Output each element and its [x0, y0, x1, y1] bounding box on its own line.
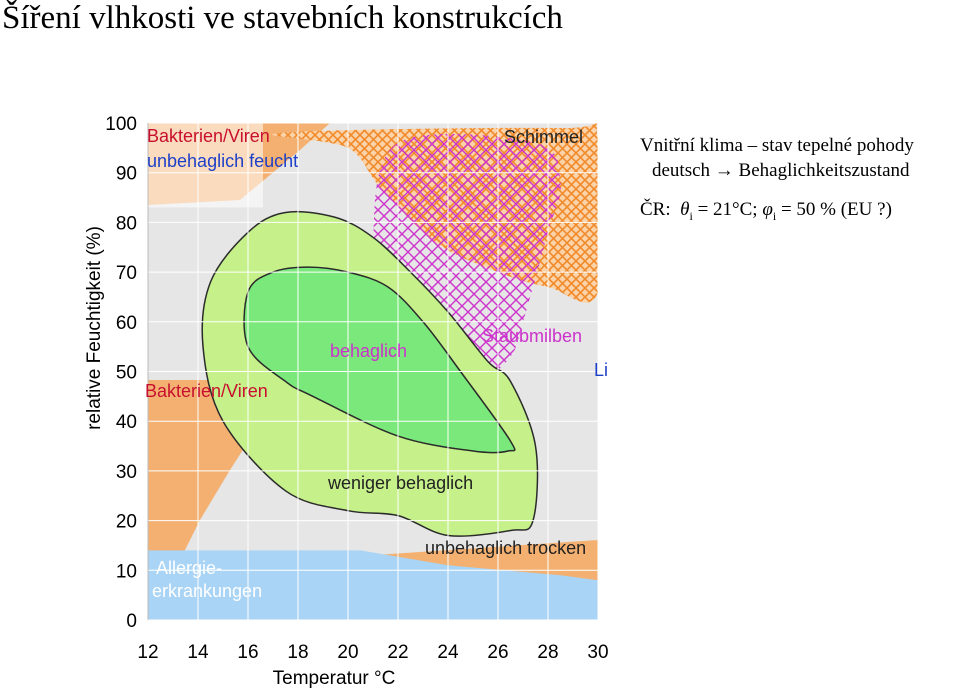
theta-value: = 21°C;	[692, 199, 763, 220]
phi-subscript: i	[772, 208, 777, 223]
x-tick-label: 14	[187, 642, 209, 663]
note-line-3: ČR: θi = 21°C; φi = 50 % (EU ?)	[640, 197, 914, 229]
y-tick-label: 90	[116, 164, 137, 185]
page-title: Šíření vlhkosti ve stavebních konstrukcí…	[2, 0, 563, 36]
y-tick-label: 100	[105, 114, 137, 135]
x-tick-label: 12	[137, 642, 158, 663]
x-tick-label: 30	[587, 642, 608, 663]
annotation-unbehaglich-trocken: unbehaglich trocken	[425, 538, 586, 558]
x-tick-label: 18	[287, 642, 308, 663]
y-tick-label: 70	[116, 263, 137, 284]
annotation-erkrankungen: erkrankungen	[152, 581, 262, 601]
arrow-icon: →	[714, 160, 734, 181]
x-tick-label: 16	[237, 642, 258, 663]
zone-behaglich	[243, 266, 516, 454]
phi-symbol: φ	[762, 199, 773, 220]
note-line-3-prefix: ČR:	[640, 199, 671, 220]
y-tick-label: 10	[116, 561, 137, 582]
x-tick-label: 24	[437, 642, 459, 663]
y-tick-label: 30	[116, 462, 137, 483]
theta-subscript: i	[689, 208, 693, 223]
x-tick-label: 28	[537, 642, 558, 663]
annotation-weniger-behaglich: weniger behaglich	[327, 473, 473, 493]
annotation-staubmilben: Staubmilben	[482, 326, 582, 346]
y-tick-label: 80	[116, 213, 137, 234]
annotation-bakterien-viren-left: Bakterien/Viren	[145, 381, 268, 401]
annotation-li: Li	[594, 360, 608, 380]
y-tick-label: 20	[116, 512, 137, 533]
note-line-2-prefix: deutsch	[652, 160, 711, 181]
grid-lines	[147, 122, 599, 626]
annotation-bakterien-viren-top: Bakterien/Viren	[147, 126, 270, 146]
x-tick-label: 26	[487, 642, 508, 663]
zone-labels: Bakterien/Viren unbehaglich feucht Schim…	[145, 126, 608, 601]
y-tick-label: 50	[116, 363, 137, 384]
y-tick-label: 0	[126, 611, 137, 632]
x-axis-label: Temperatur °C	[273, 668, 396, 689]
y-tick-label: 60	[116, 313, 137, 334]
x-tick-label: 20	[337, 642, 358, 663]
note-line-1: Vnitřní klima – stav tepelné pohody	[640, 135, 914, 156]
y-tick-labels: 0 10 20 30 40 50 60 70 80 90 100	[105, 114, 137, 632]
annotation-behaglich: behaglich	[330, 341, 407, 361]
climate-notes: Vnitřní klima – stav tepelné pohody deut…	[640, 133, 914, 229]
zone-allergie	[148, 550, 598, 620]
annotation-unbehaglich-feucht: unbehaglich feucht	[147, 151, 298, 171]
annotation-allergie: Allergie-	[156, 558, 222, 578]
annotation-schimmel: Schimmel	[504, 127, 583, 147]
x-tick-label: 22	[387, 642, 408, 663]
theta-symbol: θ	[680, 199, 690, 220]
zone-feucht-band	[148, 123, 263, 208]
note-line-2: deutsch → Behaglichkeitszustand	[640, 158, 914, 183]
y-tick-label: 40	[116, 412, 137, 433]
phi-value: = 50 % (EU ?)	[776, 199, 892, 220]
note-line-2-suffix: Behaglichkeitszustand	[738, 160, 910, 181]
y-axis-label: relative Feuchtigkeit (%)	[84, 226, 105, 430]
x-tick-labels: 12 14 16 18 20 22 24 26 28 30	[137, 642, 608, 663]
